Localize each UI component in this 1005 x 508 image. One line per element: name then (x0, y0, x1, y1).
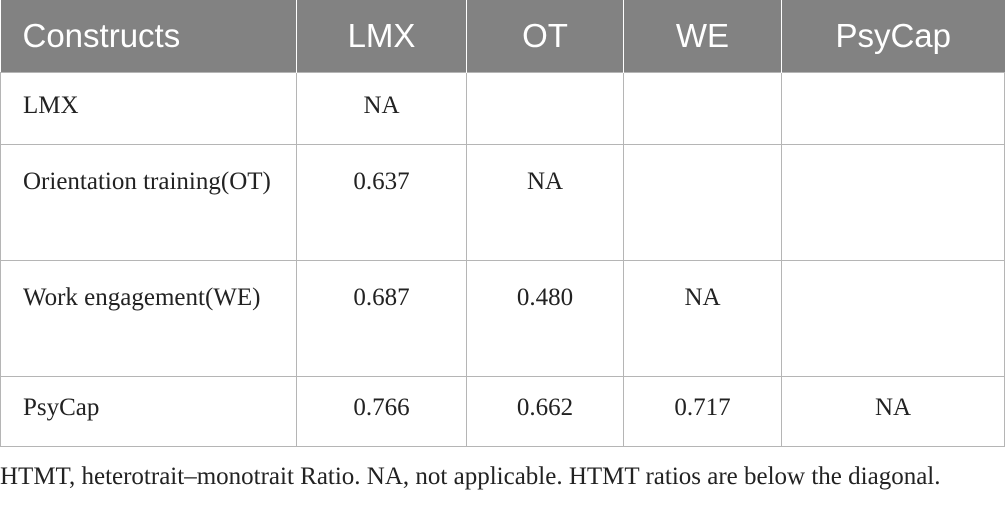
header-lmx: LMX (296, 0, 467, 73)
row-label: Work engagement(WE) (0, 260, 297, 377)
table-row: Work engagement(WE) 0.687 0.480 NA (0, 260, 1005, 377)
row-label: PsyCap (0, 376, 297, 447)
table-body: LMX NA Orientation training(OT) 0.637 NA… (0, 72, 1005, 447)
table-cell: NA (623, 260, 782, 377)
table-cell (623, 144, 782, 261)
table-cell: NA (296, 72, 467, 145)
table-cell (623, 72, 782, 145)
table-cell: 0.662 (466, 376, 624, 447)
table-cell: 0.687 (296, 260, 467, 377)
table-cell (466, 72, 624, 145)
header-row: Constructs LMX OT WE PsyCap (0, 0, 1005, 73)
header-constructs: Constructs (0, 0, 297, 73)
table-cell: 0.637 (296, 144, 467, 261)
table-row: Orientation training(OT) 0.637 NA (0, 144, 1005, 261)
table-cell: 0.480 (466, 260, 624, 377)
table-cell (781, 260, 1005, 377)
table-cell (781, 144, 1005, 261)
table-cell: 0.766 (296, 376, 467, 447)
header-we: WE (623, 0, 782, 73)
table-row: PsyCap 0.766 0.662 0.717 NA (0, 376, 1005, 447)
htmt-table-figure: Constructs LMX OT WE PsyCap LMX NA Orien… (0, 0, 1005, 490)
table-cell (781, 72, 1005, 145)
htmt-table: Constructs LMX OT WE PsyCap LMX NA Orien… (0, 0, 1005, 447)
table-header: Constructs LMX OT WE PsyCap (0, 0, 1005, 73)
row-label: Orientation training(OT) (0, 144, 297, 261)
table-cell: 0.717 (623, 376, 782, 447)
row-label: LMX (0, 72, 297, 145)
table-footnote: HTMT, heterotrait–monotrait Ratio. NA, n… (0, 463, 941, 490)
table-cell: NA (781, 376, 1005, 447)
table-row: LMX NA (0, 72, 1005, 145)
table-cell: NA (466, 144, 624, 261)
header-psycap: PsyCap (781, 0, 1005, 73)
header-ot: OT (466, 0, 624, 73)
